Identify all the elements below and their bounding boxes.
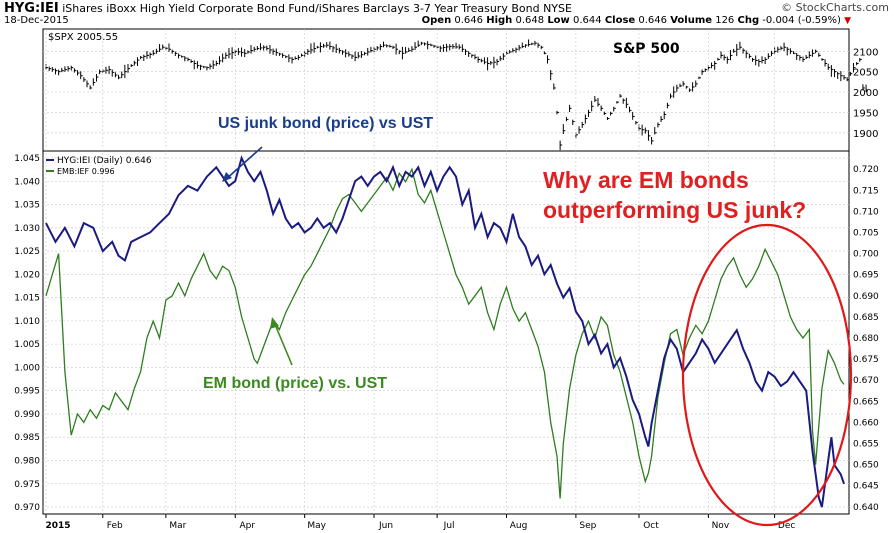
x-tick-label: Mar xyxy=(169,521,186,531)
x-tick-label: Aug xyxy=(510,521,528,531)
spx-y-tick-label: 2050 xyxy=(853,68,878,79)
down-triangle-icon: ▼ xyxy=(844,16,851,26)
x-tick-label: Jul xyxy=(443,521,455,531)
spx-gridlines xyxy=(43,50,849,134)
spx-legend: $SPX 2005.55 xyxy=(48,32,118,43)
highlight-circle xyxy=(681,223,853,527)
question-annotation-line-1: Why are EM bonds xyxy=(543,167,749,193)
stockcharts-credit: © StockCharts.com xyxy=(781,1,889,14)
right-y-tick-label: 0.650 xyxy=(853,461,879,471)
close-label: Close xyxy=(604,15,636,26)
left-y-tick-label: 1.000 xyxy=(14,363,40,373)
right-y-tick-label: 0.640 xyxy=(853,503,879,513)
spx-y-tick-label: 1950 xyxy=(853,108,878,119)
x-tick-label: Nov xyxy=(712,521,730,531)
main-panel: 1.045 1.040 1.035 1.030 1.025 1.020 1.015 1.010… xyxy=(14,29,879,531)
left-y-tick-label: 1.015 xyxy=(14,294,40,304)
spx-axis-ticks: 2100 2050 2000 1950 1900 xyxy=(853,47,878,139)
spx-price-bars xyxy=(45,39,869,151)
close-value: 0.646 xyxy=(638,15,668,26)
low-label: Low xyxy=(547,15,570,26)
left-y-tick-label: 0.985 xyxy=(14,433,40,443)
right-y-tick-label: 0.665 xyxy=(853,397,879,407)
left-y-tick-label: 0.970 xyxy=(14,503,40,513)
spx-y-tick-label: 1900 xyxy=(853,129,878,140)
right-y-tick-label: 0.715 xyxy=(853,186,879,196)
junk-annotation-arrow xyxy=(224,146,263,181)
x-axis-ticks: 2015 Feb Mar Apr May Jun Jul Aug Sep Oct Nov Dec xyxy=(45,514,795,531)
x-tick-label: Feb xyxy=(107,521,123,531)
left-y-tick-label: 1.035 xyxy=(14,201,40,211)
right-y-tick-label: 0.690 xyxy=(853,292,879,302)
left-y-tick-label: 0.995 xyxy=(14,387,40,397)
legend-emb-label: EMB:IEF 0.996 xyxy=(57,167,115,176)
left-y-tick-label: 1.010 xyxy=(14,317,40,327)
x-tick-label: May xyxy=(307,521,326,531)
chg-value: -0.004 (-0.59%) xyxy=(762,15,841,26)
x-tick-label: Dec xyxy=(778,521,795,531)
spx-y-tick-label: 2000 xyxy=(853,88,878,99)
left-y-tick-label: 0.975 xyxy=(14,480,40,490)
legend: HYG:IEI (Daily) 0.646 EMB:IEF 0.996 xyxy=(46,156,152,176)
left-y-tick-label: 1.030 xyxy=(14,224,40,234)
right-y-tick-label: 0.695 xyxy=(853,271,879,281)
right-y-tick-label: 0.720 xyxy=(853,165,879,175)
right-y-tick-label: 0.670 xyxy=(853,376,879,386)
left-y-tick-label: 1.045 xyxy=(14,154,40,164)
right-y-tick-label: 0.675 xyxy=(853,355,879,365)
spx-panel: 2100 2050 2000 1950 1900 $SPX 2005.55 S&P 50… xyxy=(42,28,878,152)
x-tick-label: 2015 xyxy=(45,521,70,531)
spx-y-tick-label: 2100 xyxy=(853,47,878,58)
right-y-tick-label: 0.700 xyxy=(853,250,879,260)
x-tick-label: Apr xyxy=(239,521,255,531)
symbol-description: iShares iBoxx High Yield Corporate Bond … xyxy=(62,2,540,15)
legend-hyg-label: HYG:IEI (Daily) 0.646 xyxy=(57,156,152,166)
left-y-tick-label: 0.990 xyxy=(14,410,40,420)
high-label: High xyxy=(486,15,513,26)
junk-arrow-head-icon xyxy=(222,172,232,182)
right-y-tick-label: 0.660 xyxy=(853,418,879,428)
right-y-tick-label: 0.710 xyxy=(853,207,879,217)
chart-title-line: HYG:IEI iShares iBoxx High Yield Corpora… xyxy=(4,1,572,16)
main-gridlines xyxy=(43,29,849,514)
low-value: 0.644 xyxy=(572,15,602,26)
left-y-tick-label: 1.040 xyxy=(14,177,40,187)
x-tick-label: Oct xyxy=(643,521,659,531)
x-tick-label: Sep xyxy=(579,521,596,531)
right-y-tick-label: 0.685 xyxy=(853,313,879,323)
right-axis-ticks: 0.720 0.715 0.710 0.705 0.700 0.695 0.690 0.685… xyxy=(853,165,879,513)
volume-label: Volume xyxy=(670,15,713,26)
left-axis-ticks: 1.045 1.040 1.035 1.030 1.025 1.020 1.015 1.010… xyxy=(14,154,40,513)
right-y-tick-label: 0.680 xyxy=(853,334,879,344)
question-annotation-line-2: outperforming US junk? xyxy=(543,197,806,223)
em-bond-annotation: EM bond (price) vs. UST xyxy=(203,375,387,392)
symbol: HYG:IEI xyxy=(4,1,59,16)
high-value: 0.648 xyxy=(515,15,545,26)
x-tick-label: Jun xyxy=(378,521,393,531)
spx-label: S&P 500 xyxy=(613,41,680,57)
exchange: NYSE xyxy=(543,2,572,15)
emb-ief-series-line xyxy=(45,167,845,499)
volume-value: 126 xyxy=(715,15,735,26)
open-value: 0.646 xyxy=(454,15,484,26)
chart-date: 18-Dec-2015 xyxy=(4,15,69,26)
em-arrow-head-icon xyxy=(270,317,279,329)
right-y-tick-label: 0.645 xyxy=(853,482,879,492)
open-label: Open xyxy=(421,15,452,26)
main-panel-frame xyxy=(42,150,850,515)
ohlc-readout: Open 0.646 High 0.648 Low 0.644 Close 0.… xyxy=(422,15,851,26)
left-y-tick-label: 1.020 xyxy=(14,270,40,280)
left-y-tick-label: 1.025 xyxy=(14,247,40,257)
left-y-tick-label: 0.980 xyxy=(14,456,40,466)
right-y-tick-label: 0.655 xyxy=(853,440,879,450)
chg-label: Chg xyxy=(737,15,760,26)
em-annotation-arrow xyxy=(273,321,293,366)
right-y-tick-label: 0.705 xyxy=(853,228,879,238)
left-y-tick-label: 1.005 xyxy=(14,340,40,350)
junk-bond-annotation: US junk bond (price) vs UST xyxy=(218,115,433,132)
